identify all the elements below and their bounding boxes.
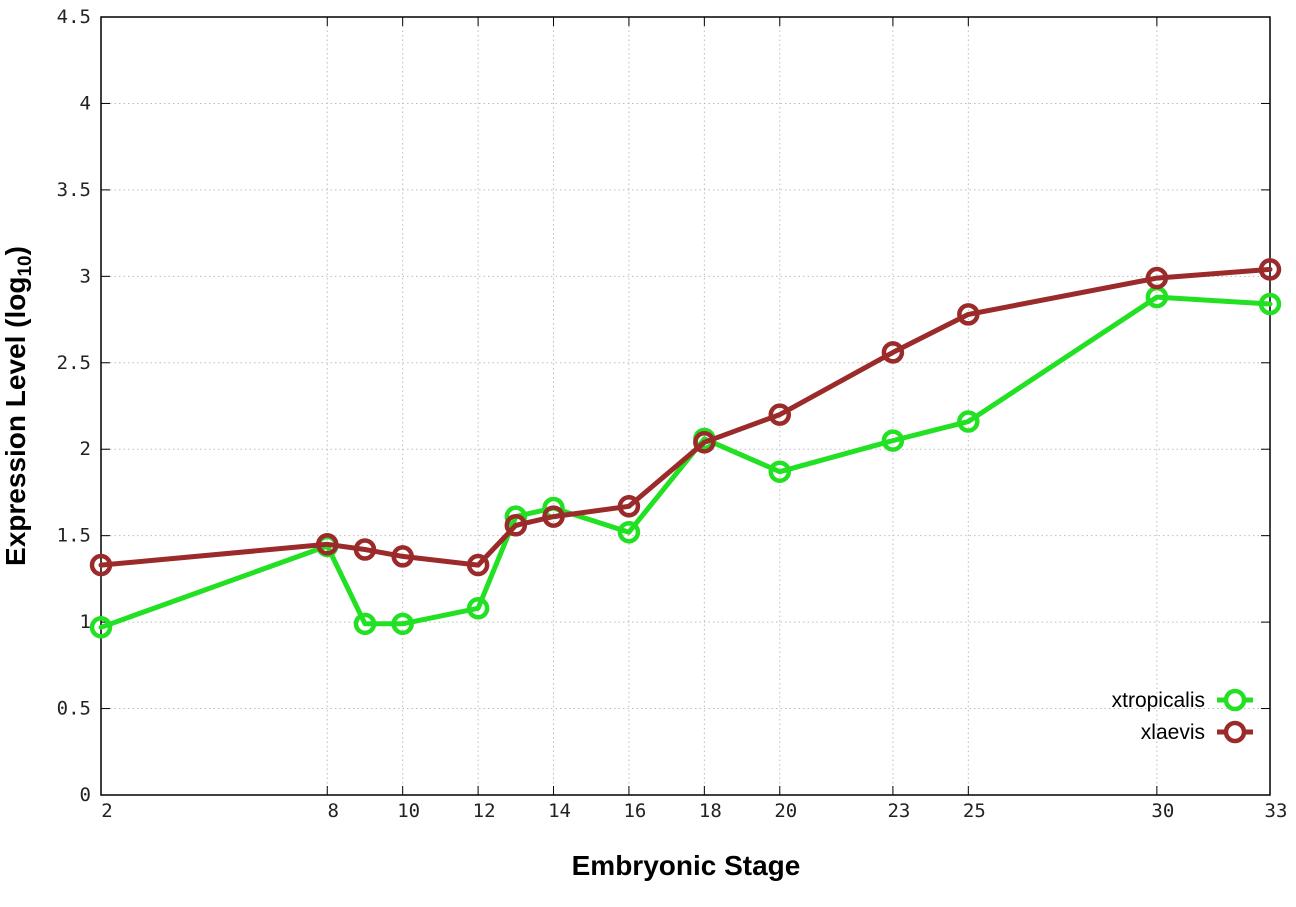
data-point-xlaevis (1258, 258, 1282, 281)
data-point-xtropicalis (466, 597, 490, 620)
legend-swatch-marker-xlaevis (1223, 720, 1247, 744)
x-tick-label: 30 (1151, 800, 1174, 822)
series-layer (89, 258, 1282, 639)
plot-frame (100, 16, 1271, 796)
y-axis-title-subscript: 10 (15, 255, 36, 276)
x-tick-label: 33 (1265, 800, 1288, 822)
data-point-xtropicalis (957, 410, 980, 433)
data-point-xlaevis (768, 403, 792, 426)
data-point-xlaevis (1145, 266, 1169, 290)
x-tick-label: 16 (623, 800, 646, 822)
data-point-xtropicalis (353, 612, 377, 636)
data-point-xlaevis (466, 553, 490, 577)
x-tick-label: 23 (887, 800, 910, 822)
ticks-layer: 0 0.5 1 1.5 2 2.5 3 3.5 4 4.5 2 8 10 12 14 16 18 20 23 25 30… (57, 6, 1288, 822)
x-tick-label: 8 (328, 800, 339, 822)
data-point-xlaevis (693, 431, 716, 454)
data-point-xlaevis (89, 553, 113, 577)
legend: xtropicalis xlaevis (1112, 688, 1253, 744)
y-axis-title: Expression Level (log10) (0, 246, 36, 566)
x-tick-label: 25 (963, 800, 986, 822)
data-point-xtropicalis (768, 460, 792, 483)
x-tick-label: 2 (101, 800, 112, 822)
y-tick-label: 0.5 (57, 698, 91, 720)
y-axis-title-main: Expression Level (log (0, 277, 31, 566)
x-tick-label: 20 (774, 800, 797, 822)
data-point-xlaevis (316, 533, 339, 556)
x-axis-title: Embryonic Stage (572, 850, 801, 881)
data-point-xlaevis (504, 514, 528, 537)
legend-label-xtropicalis: xtropicalis (1112, 689, 1205, 712)
data-point-xtropicalis (881, 429, 905, 452)
data-point-xtropicalis (617, 520, 641, 544)
data-point-xlaevis (957, 303, 980, 326)
y-tick-label: 4.5 (57, 6, 91, 28)
x-tick-label: 12 (473, 800, 496, 822)
data-point-xlaevis (353, 538, 377, 561)
y-tick-label: 1.5 (57, 525, 91, 547)
legend-swatch-marker-xtropicalis (1223, 688, 1247, 712)
data-point-xtropicalis (89, 616, 113, 639)
y-tick-label: 2 (80, 438, 91, 460)
y-tick-label: 3.5 (57, 179, 91, 201)
x-tick-label: 18 (699, 800, 722, 822)
x-tick-label: 14 (548, 800, 571, 822)
y-tick-label: 0 (80, 784, 91, 806)
series-line-xtropicalis (98, 294, 1273, 630)
series-line-xlaevis (98, 266, 1273, 568)
y-tick-label: 3 (80, 265, 91, 287)
y-tick-label: 1 (80, 611, 91, 633)
data-point-xlaevis (881, 341, 905, 364)
legend-label-xlaevis: xlaevis (1141, 721, 1205, 744)
y-tick-label: 2.5 (57, 352, 91, 374)
data-point-xlaevis (542, 505, 565, 528)
y-axis-title-tail: ) (0, 246, 31, 255)
grid-layer (101, 17, 1270, 795)
data-point-xlaevis (617, 495, 641, 518)
data-point-xlaevis (391, 545, 414, 568)
data-point-xtropicalis (391, 612, 414, 636)
data-point-xtropicalis (1258, 292, 1282, 316)
y-tick-label: 4 (80, 92, 91, 114)
x-tick-label: 10 (397, 800, 420, 822)
